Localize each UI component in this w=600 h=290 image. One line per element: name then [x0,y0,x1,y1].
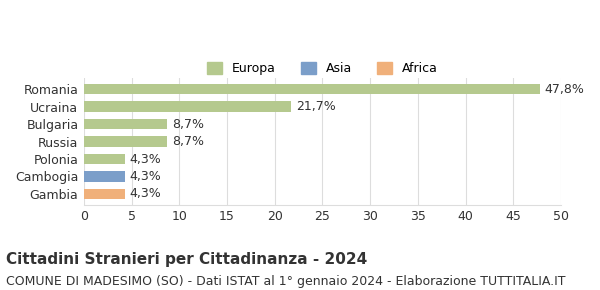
Text: COMUNE DI MADESIMO (SO) - Dati ISTAT al 1° gennaio 2024 - Elaborazione TUTTITALI: COMUNE DI MADESIMO (SO) - Dati ISTAT al … [6,276,566,289]
Text: 47,8%: 47,8% [545,83,584,96]
Bar [84,136,167,147]
Bar [84,84,540,95]
Text: Cittadini Stranieri per Cittadinanza - 2024: Cittadini Stranieri per Cittadinanza - 2… [6,252,367,267]
Text: 8,7%: 8,7% [172,118,203,130]
Text: 4,3%: 4,3% [130,170,161,183]
Legend: Europa, Asia, Africa: Europa, Asia, Africa [202,57,443,80]
Bar [84,154,125,164]
Text: 21,7%: 21,7% [296,100,335,113]
Bar [84,189,125,199]
Text: 8,7%: 8,7% [172,135,203,148]
Text: 4,3%: 4,3% [130,187,161,200]
Bar [84,119,167,129]
Bar [84,171,125,182]
Bar [84,102,291,112]
Text: 4,3%: 4,3% [130,153,161,166]
